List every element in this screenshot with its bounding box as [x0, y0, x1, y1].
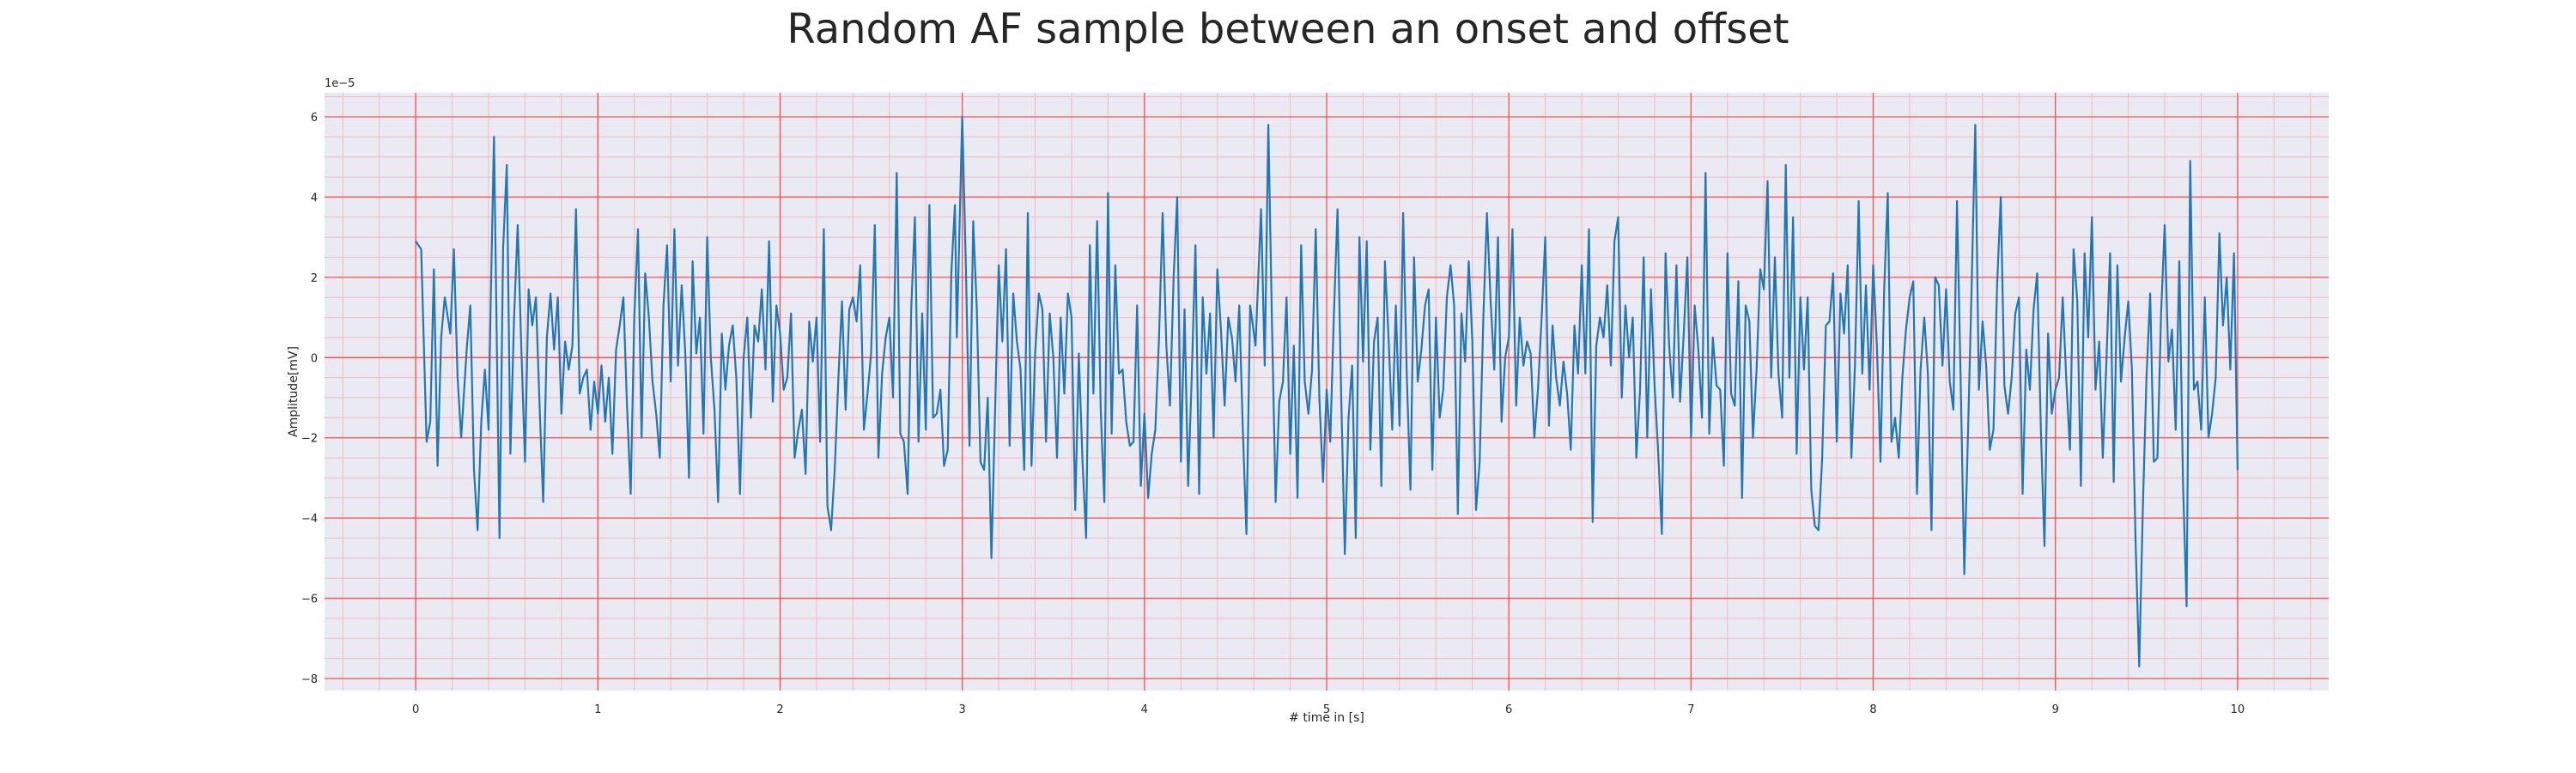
- x-tick-label: 3: [958, 703, 965, 716]
- y-axis-label: Amplitude[mV]: [287, 346, 301, 437]
- x-tick-label: 4: [1141, 703, 1148, 716]
- y-tick-label: −8: [301, 673, 318, 686]
- y-tick-label: −6: [301, 593, 318, 606]
- x-tick-label: 2: [776, 703, 783, 716]
- x-tick-label: 5: [1323, 703, 1330, 716]
- y-tick-label: −2: [301, 433, 318, 446]
- x-tick-label: 9: [2052, 703, 2059, 716]
- y-tick-label: 0: [311, 352, 318, 365]
- series-line: [415, 115, 2239, 668]
- x-tick-label: 0: [412, 703, 419, 716]
- x-tick-label: 6: [1505, 703, 1512, 716]
- y-tick-label: 2: [311, 272, 318, 285]
- x-tick-label: 8: [1869, 703, 1876, 716]
- x-axis-label: # time in [s]: [1289, 711, 1364, 725]
- series-layer: [415, 115, 2239, 668]
- y-scale-label: 1e−5: [325, 77, 355, 90]
- chart-title: Random AF sample between an onset and of…: [787, 5, 1789, 53]
- x-axis: 0 1 2 3 4 5 6 7 8 9 10: [412, 703, 2245, 716]
- y-tick-label: −4: [301, 513, 318, 526]
- major-grid: [325, 93, 2329, 691]
- y-axis: −8 −6 −4 −2 0 2 4 6: [301, 112, 318, 686]
- y-tick-label: 6: [311, 112, 318, 125]
- x-tick-label: 7: [1687, 703, 1694, 716]
- x-tick-label: 1: [594, 703, 601, 716]
- x-tick-label: 10: [2231, 703, 2245, 716]
- y-tick-label: 4: [311, 192, 318, 204]
